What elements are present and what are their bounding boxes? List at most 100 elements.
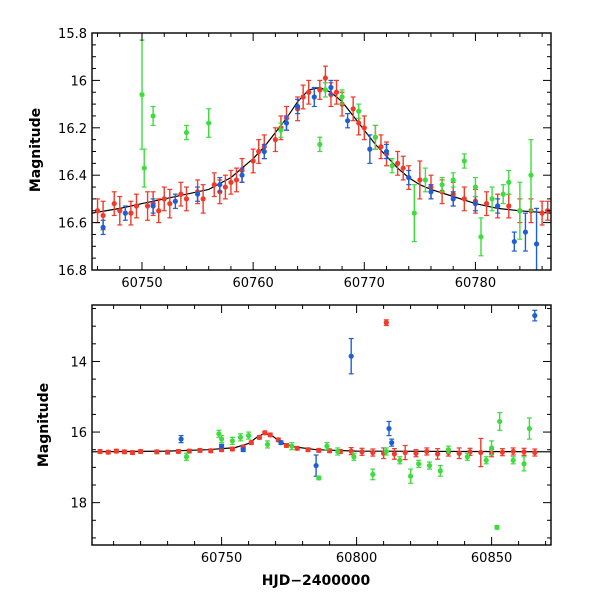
data-point	[294, 445, 300, 451]
data-point	[517, 208, 523, 214]
data-point	[383, 148, 390, 155]
data-point	[267, 432, 273, 438]
data-point	[206, 120, 212, 126]
series-red	[97, 319, 538, 468]
x-tick-label: 60770	[344, 276, 385, 291]
y-tick-label: 16.4	[58, 169, 87, 184]
data-point	[483, 457, 489, 463]
data-point	[94, 208, 101, 214]
data-point	[222, 184, 228, 190]
top-ylabel: Magnitude	[28, 108, 44, 192]
y-tick-label: 16	[70, 74, 87, 89]
plot-area	[92, 39, 551, 270]
data-point	[422, 177, 429, 183]
data-point	[333, 89, 340, 95]
data-point	[356, 120, 362, 126]
data-point	[283, 442, 289, 449]
data-point	[437, 468, 443, 474]
y-tick-label: 16	[70, 426, 87, 441]
data-point	[539, 210, 545, 216]
data-point	[532, 312, 538, 319]
data-point	[139, 92, 145, 98]
data-point	[167, 201, 173, 207]
x-tick-label: 60760	[232, 276, 273, 291]
data-point	[178, 436, 184, 442]
data-point	[240, 447, 246, 453]
y-tick-label: 18	[70, 497, 87, 512]
bottom-ylabel: Magnitude	[36, 383, 52, 467]
data-point	[150, 113, 156, 119]
data-point	[128, 210, 134, 216]
data-point	[311, 94, 317, 100]
data-point	[506, 203, 512, 209]
data-point	[408, 473, 414, 479]
data-point	[248, 440, 254, 446]
data-point	[278, 127, 284, 133]
data-point	[416, 461, 422, 467]
data-point	[413, 450, 419, 456]
model-curve	[92, 86, 551, 214]
y-tick-label: 16.2	[58, 122, 87, 137]
data-point	[383, 320, 389, 326]
data-point	[511, 238, 517, 245]
data-point	[313, 462, 319, 469]
data-point	[417, 177, 423, 183]
data-point	[172, 198, 178, 204]
data-point	[283, 120, 290, 126]
data-point	[217, 182, 223, 188]
data-point	[478, 234, 484, 240]
data-point	[229, 438, 235, 444]
data-point	[327, 448, 333, 454]
data-point	[138, 448, 144, 455]
data-point	[335, 448, 341, 455]
y-tick-label: 14	[70, 355, 87, 370]
data-point	[289, 443, 295, 449]
data-point	[278, 440, 284, 446]
data-point	[105, 449, 111, 455]
data-point	[239, 172, 245, 178]
data-point	[499, 449, 505, 455]
data-point	[510, 457, 516, 463]
y-tick-label: 16.8	[58, 264, 87, 279]
data-point	[295, 103, 301, 110]
data-point	[129, 449, 136, 456]
model-curve	[92, 432, 551, 453]
data-point	[391, 451, 397, 457]
series-green	[316, 475, 322, 481]
y-tick-label: 16.6	[58, 217, 87, 232]
data-point	[348, 448, 354, 454]
data-point	[178, 191, 184, 197]
data-point	[356, 108, 362, 114]
data-point	[250, 158, 256, 164]
data-point	[156, 208, 162, 214]
data-point	[339, 94, 345, 100]
data-point	[261, 148, 267, 155]
x-tick-label: 60800	[336, 551, 377, 566]
data-point	[264, 441, 271, 448]
data-point	[494, 524, 500, 530]
data-point	[194, 191, 201, 197]
x-tick-label: 60750	[121, 276, 162, 291]
data-point	[256, 434, 262, 440]
data-point	[272, 137, 278, 143]
data-point	[389, 440, 395, 446]
data-point	[229, 446, 235, 452]
data-point	[345, 118, 351, 124]
data-point	[370, 449, 376, 456]
data-point	[322, 75, 328, 81]
data-point	[402, 449, 408, 456]
data-point	[262, 430, 268, 436]
data-point	[378, 144, 384, 150]
data-point	[424, 448, 430, 455]
data-point	[386, 425, 392, 432]
data-point	[175, 448, 181, 455]
data-point	[411, 210, 417, 216]
data-point	[183, 196, 190, 202]
data-point	[526, 425, 533, 432]
data-point	[211, 182, 217, 188]
data-point	[305, 447, 311, 453]
data-point	[489, 196, 495, 202]
data-point	[183, 454, 190, 460]
data-point	[367, 146, 373, 152]
